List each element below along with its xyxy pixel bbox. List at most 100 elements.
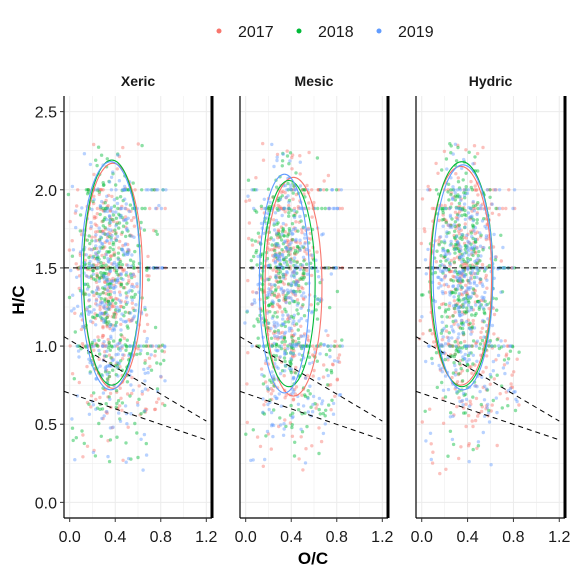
point-2017 — [437, 218, 441, 223]
point-2018 — [273, 252, 277, 257]
point-2017 — [94, 397, 98, 402]
point-2019 — [324, 329, 328, 333]
point-2017 — [468, 216, 473, 220]
point-2019 — [442, 248, 446, 252]
point-2019 — [114, 324, 118, 328]
point-2017 — [148, 206, 152, 211]
point-2017 — [100, 229, 104, 234]
point-2018 — [282, 356, 287, 360]
point-2017 — [247, 221, 252, 225]
point-2018 — [468, 263, 472, 268]
point-2019 — [322, 343, 326, 347]
point-2017 — [106, 289, 111, 293]
point-2017 — [458, 252, 462, 257]
point-2017 — [277, 229, 281, 233]
point-2019 — [289, 296, 293, 300]
point-2019 — [468, 246, 473, 250]
point-2017 — [310, 215, 314, 219]
point-2019 — [159, 206, 164, 211]
point-2018 — [443, 255, 447, 259]
point-2017 — [471, 318, 475, 323]
point-2017 — [103, 227, 108, 231]
point-2018 — [471, 339, 476, 343]
point-2017 — [457, 210, 462, 214]
point-2017 — [444, 467, 448, 471]
point-2019 — [509, 344, 513, 348]
point-2018 — [453, 242, 458, 247]
point-2019 — [440, 290, 445, 294]
point-2019 — [270, 299, 275, 303]
point-2019 — [286, 313, 290, 317]
point-2018 — [443, 310, 448, 314]
point-2018 — [421, 293, 425, 297]
point-2019 — [458, 188, 463, 192]
point-2017 — [102, 305, 106, 310]
point-2018 — [282, 234, 286, 238]
point-2017 — [126, 242, 130, 247]
point-2018 — [464, 188, 468, 192]
point-2017 — [294, 192, 299, 197]
point-2017 — [299, 334, 303, 338]
point-2018 — [453, 269, 458, 273]
point-2017 — [448, 270, 452, 274]
point-2019 — [77, 355, 81, 359]
point-2018 — [460, 213, 464, 218]
point-2017 — [456, 344, 461, 348]
point-2019 — [301, 226, 306, 230]
point-2017 — [293, 339, 298, 343]
point-2018 — [318, 188, 322, 192]
point-2017 — [494, 358, 498, 362]
point-2018 — [275, 222, 279, 226]
point-2019 — [321, 431, 326, 436]
point-2019 — [293, 282, 298, 287]
point-2017 — [454, 172, 458, 176]
point-2018 — [74, 436, 79, 440]
point-2017 — [492, 377, 496, 381]
point-2018 — [309, 266, 314, 270]
point-2019 — [119, 300, 123, 305]
point-2018 — [455, 288, 459, 292]
point-2019 — [107, 305, 112, 309]
point-2019 — [282, 206, 286, 211]
point-2019 — [469, 306, 473, 310]
point-2019 — [472, 244, 477, 248]
point-2019 — [468, 281, 473, 285]
point-2017 — [459, 279, 464, 284]
point-2017 — [276, 236, 280, 240]
point-2017 — [70, 239, 74, 243]
point-2018 — [126, 326, 130, 330]
point-2017 — [101, 416, 105, 421]
point-2017 — [278, 205, 282, 209]
point-2019 — [318, 298, 322, 302]
point-2018 — [96, 145, 101, 149]
point-2017 — [463, 261, 467, 266]
x-axes: 0.0 0.4 0.8 1.2 0.0 0.4 0.8 1.2 0.0 0.4 0.8 1.2 — [59, 518, 570, 546]
point-2019 — [104, 344, 109, 348]
point-2018 — [457, 310, 462, 314]
point-2019 — [467, 287, 471, 292]
point-2019 — [109, 228, 113, 232]
point-2017 — [291, 333, 296, 338]
point-2019 — [320, 233, 324, 237]
point-2018 — [105, 250, 109, 254]
point-2019 — [485, 188, 489, 192]
point-2017 — [261, 464, 265, 468]
point-2019 — [277, 264, 281, 268]
point-2019 — [269, 282, 273, 287]
point-2017 — [113, 315, 118, 319]
point-2018 — [132, 295, 136, 299]
point-2018 — [80, 429, 84, 433]
point-2018 — [472, 250, 476, 254]
point-2017 — [512, 370, 516, 374]
point-2018 — [118, 213, 122, 218]
point-2017 — [337, 360, 342, 364]
point-2018 — [271, 302, 275, 306]
point-2017 — [145, 322, 150, 327]
point-2017 — [454, 216, 458, 220]
point-2018 — [288, 359, 292, 364]
point-2018 — [103, 208, 107, 213]
point-2017 — [301, 286, 305, 291]
point-2019 — [287, 243, 292, 247]
point-2019 — [115, 278, 120, 282]
point-2019 — [293, 263, 298, 268]
